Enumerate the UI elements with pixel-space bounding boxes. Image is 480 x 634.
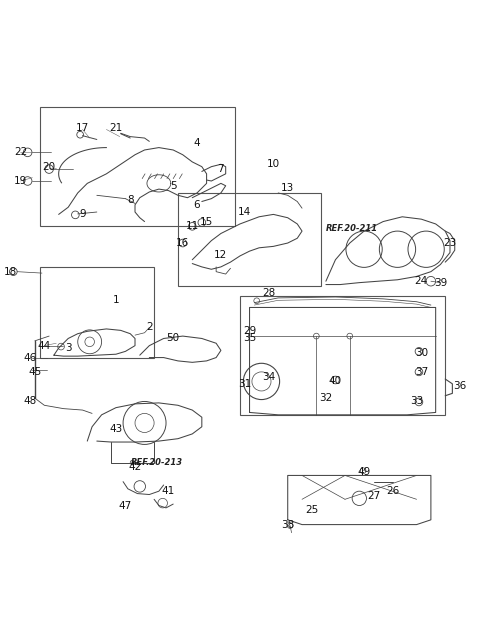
Text: 13: 13 <box>281 183 294 193</box>
Text: 25: 25 <box>305 505 318 515</box>
Text: 4: 4 <box>194 138 200 148</box>
Text: 29: 29 <box>243 327 256 336</box>
Text: 12: 12 <box>214 250 228 260</box>
Text: 32: 32 <box>319 393 333 403</box>
Text: 3: 3 <box>65 343 72 353</box>
Text: 35: 35 <box>243 333 256 344</box>
Text: 22: 22 <box>14 147 27 157</box>
Text: 42: 42 <box>128 462 142 472</box>
Bar <box>39 107 235 226</box>
Text: 24: 24 <box>415 276 428 286</box>
Text: 7: 7 <box>217 164 224 174</box>
Text: 40: 40 <box>329 377 342 387</box>
Text: 33: 33 <box>410 396 423 406</box>
Bar <box>240 295 445 415</box>
Text: 34: 34 <box>262 372 275 382</box>
Text: 27: 27 <box>367 491 380 501</box>
Text: 45: 45 <box>28 367 41 377</box>
Text: 46: 46 <box>24 353 36 363</box>
Text: 9: 9 <box>79 209 86 219</box>
Text: 19: 19 <box>14 176 27 186</box>
Text: 18: 18 <box>4 267 18 276</box>
Text: 49: 49 <box>358 467 371 477</box>
Text: 43: 43 <box>109 424 122 434</box>
Bar <box>178 193 321 286</box>
Text: 16: 16 <box>176 238 189 248</box>
Text: 17: 17 <box>76 124 89 134</box>
Text: 44: 44 <box>38 340 51 351</box>
Text: 36: 36 <box>453 381 466 391</box>
Text: 39: 39 <box>434 278 447 288</box>
Text: 47: 47 <box>119 500 132 510</box>
Text: 5: 5 <box>170 181 177 191</box>
Text: 10: 10 <box>267 159 280 169</box>
Text: 38: 38 <box>281 520 294 529</box>
Text: 30: 30 <box>415 348 428 358</box>
Text: REF.20-211: REF.20-211 <box>326 224 378 233</box>
Text: 8: 8 <box>127 195 133 205</box>
Text: 37: 37 <box>415 367 428 377</box>
Text: 26: 26 <box>386 486 399 496</box>
Bar <box>39 267 154 358</box>
Text: 14: 14 <box>238 207 252 217</box>
Text: 21: 21 <box>109 124 122 134</box>
Text: 11: 11 <box>186 221 199 231</box>
Text: 1: 1 <box>113 295 119 306</box>
Text: 48: 48 <box>24 396 36 406</box>
Text: REF.20-213: REF.20-213 <box>131 458 183 467</box>
Text: 50: 50 <box>167 333 180 344</box>
Text: 31: 31 <box>238 378 252 389</box>
Text: 15: 15 <box>200 217 213 226</box>
Text: 23: 23 <box>444 238 456 248</box>
Text: 6: 6 <box>194 200 200 210</box>
Text: 28: 28 <box>262 288 275 298</box>
Text: 20: 20 <box>43 162 56 172</box>
Text: 2: 2 <box>146 321 153 332</box>
Text: 41: 41 <box>162 486 175 496</box>
